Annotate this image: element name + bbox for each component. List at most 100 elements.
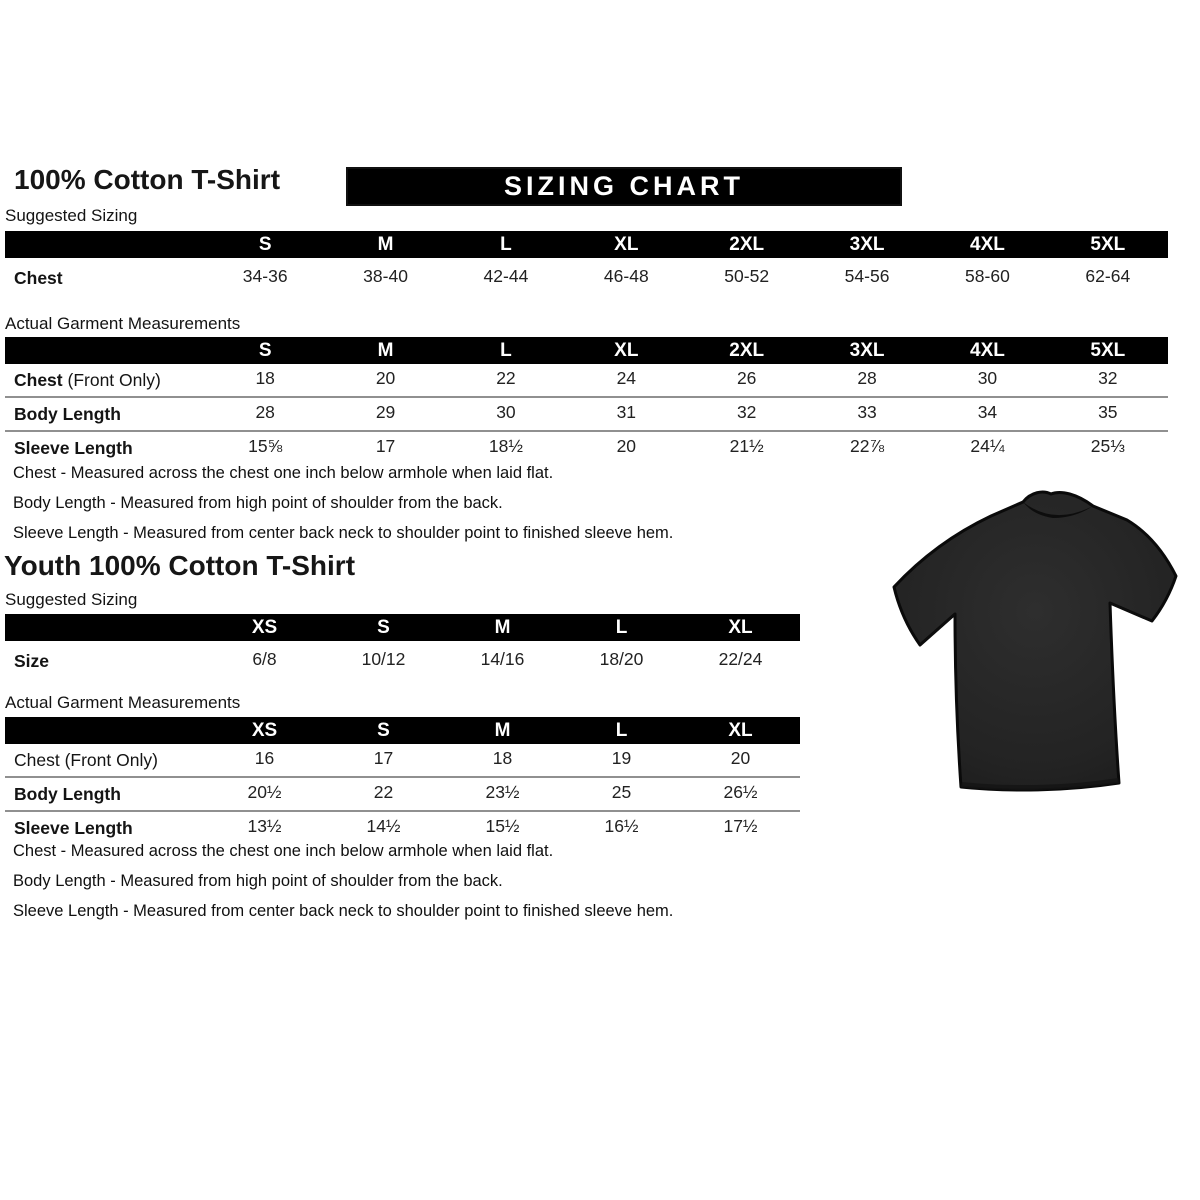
table-row: Body Length 20½ 22 23½ 25 26½	[5, 776, 800, 811]
table-header-row: S M L XL 2XL 3XL 4XL 5XL	[5, 231, 1168, 258]
row-label: Chest (Front Only)	[14, 749, 158, 770]
measurement-cell: 26	[736, 368, 757, 388]
measurement-cell: 62-64	[1085, 266, 1131, 286]
measurement-cell: 22	[496, 368, 516, 388]
measurement-cell: 29	[325, 396, 446, 431]
size-column-header: XS	[205, 614, 324, 641]
size-column-header: 5XL	[1047, 337, 1168, 364]
youth-actual-measurements-label: Actual Garment Measurements	[5, 693, 241, 712]
measurement-cell: 18/20	[599, 649, 644, 669]
size-column-header: L	[562, 614, 681, 641]
table-header-row: S M L XL 2XL 3XL 4XL 5XL	[5, 337, 1168, 364]
measurement-cell: 15⅝	[205, 430, 326, 464]
youth-measurement-notes: Chest - Measured across the chest one in…	[13, 836, 673, 926]
size-column-header: L	[445, 337, 567, 364]
measurement-cell: 22	[324, 776, 443, 811]
size-column-header: 4XL	[927, 337, 1048, 364]
measurement-cell: 42-44	[483, 266, 529, 286]
table-row: Sleeve Length 15⅝ 17 18½ 20 21½ 22⅞ 24¼ …	[5, 430, 1168, 464]
measurement-cell: 46-48	[603, 266, 649, 286]
measurement-cell: 16½	[562, 810, 681, 844]
measurement-cell: 58-60	[965, 266, 1010, 286]
tshirt-hem-shading	[961, 778, 1119, 791]
youth-suggested-sizing-table: XS S M L XL Size 6/8 10/12 14/16 18/20 2…	[5, 614, 800, 681]
measurement-cell: 54-56	[844, 266, 890, 286]
size-column-header: 4XL	[927, 231, 1048, 258]
measurement-cell: 20	[566, 430, 687, 464]
measurement-cell: 31	[566, 396, 687, 431]
measurement-cell: 18	[492, 748, 513, 768]
measurement-note: Sleeve Length - Measured from center bac…	[13, 524, 674, 542]
measurement-cell: 20	[375, 368, 396, 388]
measurement-cell: 16	[254, 748, 275, 768]
measurement-cell: 24¼	[927, 430, 1048, 464]
measurement-cell: 20	[730, 748, 751, 768]
size-column-header: 3XL	[806, 231, 928, 258]
row-label: Size	[14, 650, 50, 671]
measurement-note: Body Length - Measured from high point o…	[13, 872, 503, 890]
sizing-chart-banner: SIZING CHART	[346, 167, 902, 206]
size-column-header: S	[324, 614, 443, 641]
measurement-cell: 13½	[205, 810, 324, 844]
size-column-header: M	[325, 337, 446, 364]
measurement-note: Body Length - Measured from high point o…	[13, 494, 503, 512]
measurement-cell: 18½	[445, 430, 567, 464]
row-label: Sleeve Length	[5, 430, 205, 464]
row-label: Body Length	[5, 396, 205, 431]
measurement-cell: 35	[1047, 396, 1168, 431]
measurement-cell: 30	[445, 396, 567, 431]
measurement-cell: 24	[616, 368, 637, 388]
row-label: Body Length	[5, 776, 205, 811]
table-row: Sleeve Length 13½ 14½ 15½ 16½ 17½	[5, 810, 800, 844]
row-label: Chest (Front Only)	[5, 364, 205, 397]
measurement-cell: 14/16	[480, 649, 525, 669]
row-label-main: Chest	[14, 369, 63, 390]
adult-actual-measurements-table: S M L XL 2XL 3XL 4XL 5XL Chest (Front On…	[5, 337, 1168, 464]
tshirt-body-shape	[892, 490, 1178, 792]
youth-actual-measurements-table: XS S M L XL Chest (Front Only) 16 17 18 …	[5, 717, 800, 844]
size-column-header: M	[325, 231, 446, 258]
size-column-header: XL	[566, 337, 687, 364]
measurement-note: Sleeve Length - Measured from center bac…	[13, 902, 674, 920]
size-column-header: 2XL	[686, 337, 807, 364]
measurement-cell: 34-36	[242, 266, 288, 286]
measurement-cell: 14½	[324, 810, 443, 844]
measurement-cell: 33	[806, 396, 928, 431]
table-row: Chest (Front Only) 16 17 18 19 20	[5, 744, 800, 777]
measurement-cell: 28	[205, 396, 326, 431]
measurement-note: Chest - Measured across the chest one in…	[13, 842, 554, 860]
table-row: Chest 34-36 38-40 42-44 46-48 50-52 54-5…	[5, 258, 1168, 298]
table-header-row: XS S M L XL	[5, 717, 800, 744]
measurement-cell: 30	[977, 368, 998, 388]
measurement-cell: 50-52	[724, 266, 770, 286]
size-column-header: M	[443, 717, 562, 744]
measurement-cell: 25	[562, 776, 681, 811]
measurement-cell: 15½	[443, 810, 562, 844]
measurement-cell: 10/12	[361, 649, 406, 669]
measurement-cell: 32	[1098, 368, 1118, 388]
table-row: Chest (Front Only) 18 20 22 24 26 28 30 …	[5, 364, 1168, 397]
measurement-cell: 17	[373, 748, 394, 768]
measurement-cell: 18	[255, 368, 275, 388]
corner-cell	[5, 337, 205, 364]
adult-suggested-sizing-table: S M L XL 2XL 3XL 4XL 5XL Chest 34-36 38-…	[5, 231, 1168, 298]
row-label-note: (Front Only)	[67, 369, 161, 390]
size-column-header: 5XL	[1047, 231, 1168, 258]
measurement-cell: 17	[325, 430, 446, 464]
measurement-cell: 34	[927, 396, 1048, 431]
black-tshirt-image	[892, 490, 1178, 792]
table-row: Size 6/8 10/12 14/16 18/20 22/24	[5, 641, 800, 681]
size-column-header: XL	[681, 717, 800, 744]
adult-actual-measurements-label: Actual Garment Measurements	[5, 314, 241, 333]
measurement-cell: 6/8	[252, 649, 277, 669]
youth-suggested-sizing-label: Suggested Sizing	[5, 590, 138, 609]
adult-measurement-notes: Chest - Measured across the chest one in…	[13, 458, 673, 548]
size-column-header: 2XL	[686, 231, 807, 258]
measurement-cell: 21½	[686, 430, 807, 464]
measurement-cell: 26½	[681, 776, 800, 811]
size-column-header: XL	[566, 231, 687, 258]
measurement-cell: 32	[686, 396, 807, 431]
measurement-cell: 25⅓	[1047, 430, 1168, 464]
measurement-note: Chest - Measured across the chest one in…	[13, 464, 554, 482]
